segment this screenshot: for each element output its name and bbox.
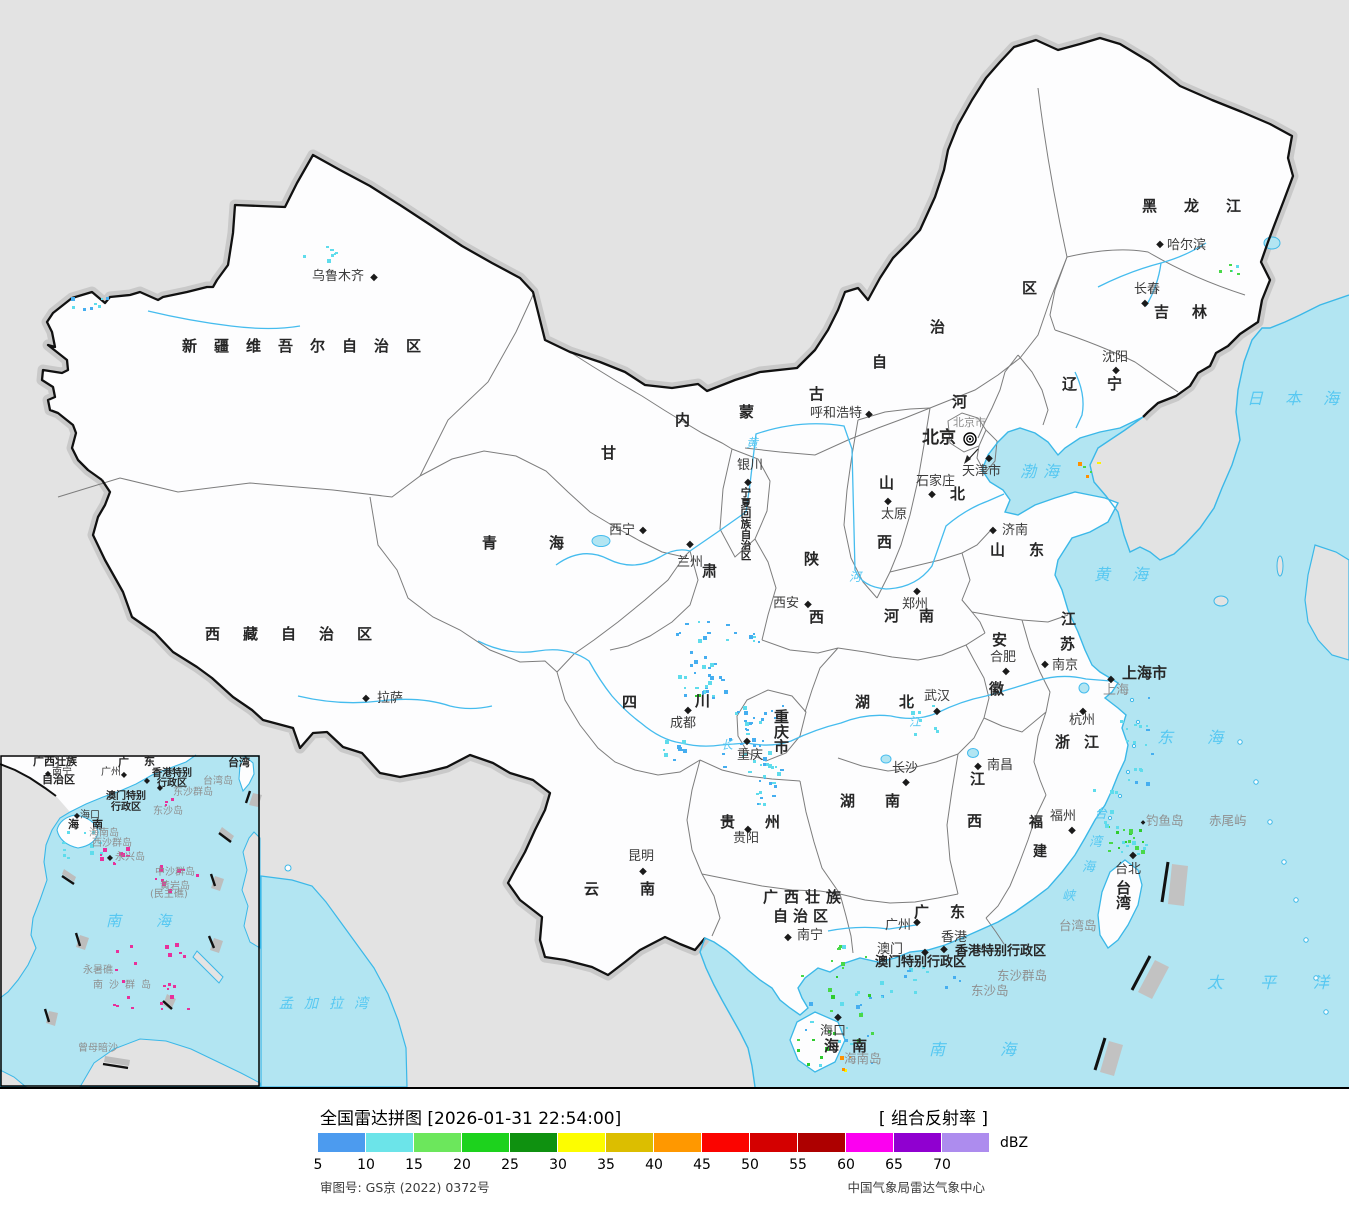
coastline — [699, 294, 1349, 1087]
ryukyu-chain — [1237, 739, 1329, 1015]
national-border-north — [40, 36, 1295, 481]
tianjin-leader-arrow — [964, 448, 979, 464]
zhejiang-coastal-islets — [1107, 697, 1141, 821]
kyushu-japan — [1304, 544, 1349, 661]
base-map-svg — [0, 0, 1349, 1087]
nine-dash-line-main — [1093, 861, 1188, 1076]
bay-of-bengal — [260, 875, 408, 1087]
rivers — [147, 242, 1207, 932]
taiwan-island — [1097, 859, 1143, 949]
bengal-island — [284, 864, 292, 872]
beijing-capital-icon — [963, 432, 977, 446]
national-border-southwest — [91, 479, 706, 977]
legend-panel — [0, 1089, 1349, 1208]
inset-frame — [0, 755, 260, 1087]
tsushima-island — [1276, 555, 1284, 577]
jeju-island — [1213, 595, 1229, 607]
china-territory — [42, 38, 1293, 1015]
lakes — [591, 535, 1090, 764]
province-boundaries — [57, 87, 1246, 954]
inset-south-china-sea-map — [0, 754, 262, 1087]
china-radar-map: 黑龙江 吉林 辽宁内蒙古自治区河北山西山东 河南陕西甘肃青海 新疆维吾尔自治区 西藏自治区… — [0, 0, 1349, 1089]
hainan-island — [789, 1011, 846, 1073]
